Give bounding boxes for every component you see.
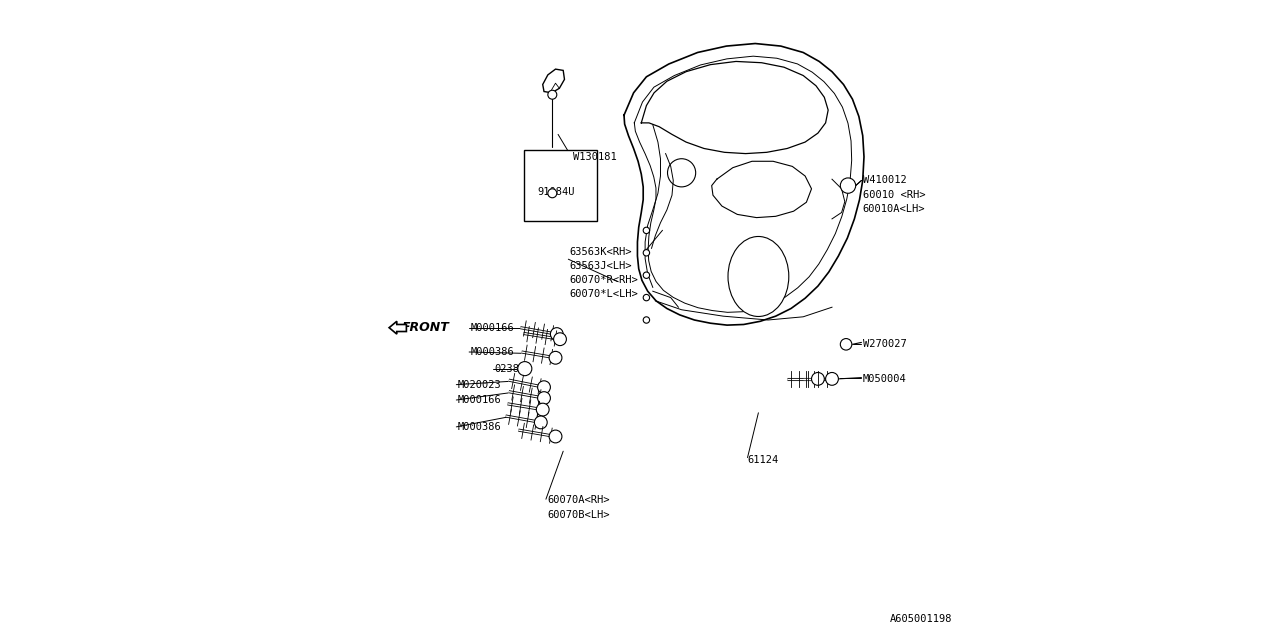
Text: 63563J<LH>: 63563J<LH> <box>570 260 632 271</box>
Circle shape <box>536 403 549 416</box>
Polygon shape <box>543 69 564 93</box>
Circle shape <box>643 227 650 234</box>
Ellipse shape <box>728 236 788 317</box>
Circle shape <box>535 416 548 429</box>
Text: M020023: M020023 <box>458 380 502 390</box>
Text: 60070A<RH>: 60070A<RH> <box>548 495 609 506</box>
Text: W130181: W130181 <box>573 152 617 162</box>
Circle shape <box>548 189 557 198</box>
Circle shape <box>840 339 852 350</box>
Circle shape <box>643 272 650 278</box>
Circle shape <box>841 178 855 193</box>
Text: A605001198: A605001198 <box>890 614 952 624</box>
Circle shape <box>668 159 696 187</box>
Circle shape <box>538 392 550 404</box>
Circle shape <box>812 372 824 385</box>
Text: 0238S: 0238S <box>494 364 525 374</box>
Bar <box>524 150 596 221</box>
Text: M000386: M000386 <box>471 347 515 357</box>
Circle shape <box>554 333 566 346</box>
Text: FRONT: FRONT <box>402 321 449 334</box>
Circle shape <box>548 90 557 99</box>
Text: 91084U: 91084U <box>538 187 575 197</box>
Text: 60070*R<RH>: 60070*R<RH> <box>570 275 639 285</box>
Circle shape <box>549 351 562 364</box>
Text: 61124: 61124 <box>748 454 778 465</box>
Circle shape <box>643 294 650 301</box>
Text: M000166: M000166 <box>471 323 515 333</box>
Text: M000386: M000386 <box>458 422 502 432</box>
Text: W270027: W270027 <box>863 339 906 349</box>
Circle shape <box>826 372 838 385</box>
Text: 60010 <RH>: 60010 <RH> <box>863 189 925 200</box>
Text: 63563K<RH>: 63563K<RH> <box>570 246 632 257</box>
Circle shape <box>550 328 563 340</box>
Circle shape <box>517 362 532 376</box>
Text: M050004: M050004 <box>863 374 906 384</box>
Text: M000166: M000166 <box>458 395 502 405</box>
Circle shape <box>549 430 562 443</box>
Circle shape <box>643 250 650 256</box>
Circle shape <box>643 317 650 323</box>
Text: W410012: W410012 <box>863 175 906 186</box>
Text: 60070*L<LH>: 60070*L<LH> <box>570 289 639 300</box>
Circle shape <box>538 381 550 394</box>
Polygon shape <box>389 321 407 334</box>
Text: 60010A<LH>: 60010A<LH> <box>863 204 925 214</box>
Text: 60070B<LH>: 60070B<LH> <box>548 509 609 520</box>
